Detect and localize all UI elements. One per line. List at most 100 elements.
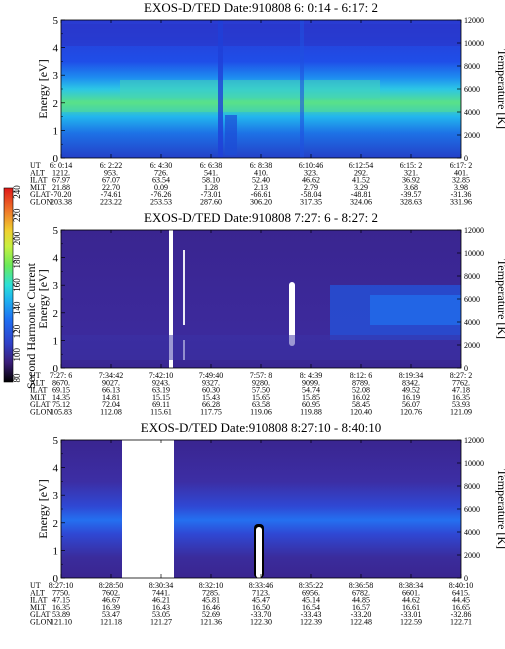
table-cell: 9243. xyxy=(152,378,170,387)
table-cell: 7441. xyxy=(152,588,170,597)
table-cell: 122.71 xyxy=(450,618,472,627)
table-cell: -33.20 xyxy=(351,610,372,619)
table-cell: 6:15: 2 xyxy=(400,161,422,170)
table-row-label: GLON xyxy=(30,408,52,417)
table-cell: 14.35 xyxy=(52,393,70,402)
table-cell: 45.81 xyxy=(202,596,220,605)
table-cell: -74.61 xyxy=(101,190,122,199)
table-cell: 15.65 xyxy=(252,393,270,402)
table-cell: 7750. xyxy=(52,588,70,597)
y-tick-label: 2 xyxy=(53,518,59,530)
y2-tick-label: 10000 xyxy=(464,459,484,468)
panel-title: EXOS-D/TED Date:910808 8:27:10 - 8:40:10 xyxy=(141,420,381,435)
y-tick-label: 4 xyxy=(53,253,59,265)
table-cell: 6601. xyxy=(402,588,420,597)
table-cell: -66.61 xyxy=(251,190,272,199)
table-cell: -33.43 xyxy=(301,610,322,619)
table-cell: 287.60 xyxy=(200,198,222,207)
panel-1: EXOS-D/TED Date:910808 6: 0:14 - 6:17: 2… xyxy=(30,0,505,207)
table-cell: 6:10:46 xyxy=(299,161,323,170)
y2-tick-label: 6000 xyxy=(464,295,480,304)
table-cell: 121.18 xyxy=(100,618,122,627)
colorbar-tick-label: 180 xyxy=(12,255,22,269)
table-cell: 7:57: 8 xyxy=(250,371,272,380)
y-tick-label: 0 xyxy=(53,573,59,585)
table-cell: 63.58 xyxy=(252,400,270,409)
table-cell: 7:42:10 xyxy=(149,371,173,380)
table-cell: 63.19 xyxy=(152,386,170,395)
table-cell: 292. xyxy=(354,168,368,177)
table-cell: 8342. xyxy=(402,378,420,387)
y-tick-label: 1 xyxy=(53,335,59,347)
table-row-label: GLAT xyxy=(30,610,51,619)
table-cell: 3.98 xyxy=(454,183,468,192)
table-cell: 9027. xyxy=(102,378,120,387)
table-cell: 67.07 xyxy=(102,176,120,185)
table-cell: 57.50 xyxy=(252,386,270,395)
table-cell: 6:17: 2 xyxy=(450,161,472,170)
colorbar-label: Second Harmonic Current xyxy=(24,262,38,389)
colorbar-tick-label: 160 xyxy=(12,278,22,292)
table-cell: 1.28 xyxy=(204,183,218,192)
panel-3: EXOS-D/TED Date:910808 8:27:10 - 8:40:10… xyxy=(30,420,505,627)
y-tick-label: 5 xyxy=(53,15,59,27)
panel3-spectrogram xyxy=(61,440,461,578)
colorbar-tick-label: 200 xyxy=(12,231,22,245)
table-row-label: ILAT xyxy=(30,176,47,185)
table-cell: 2.79 xyxy=(304,183,318,192)
table-cell: 2.13 xyxy=(254,183,268,192)
table-cell: 122.39 xyxy=(300,618,322,627)
table-cell: 53.47 xyxy=(102,610,120,619)
table-row-label: GLON xyxy=(30,618,52,627)
y2-tick-label: 8000 xyxy=(464,482,480,491)
table-cell: 119.06 xyxy=(250,408,272,417)
table-cell: 328.63 xyxy=(400,198,422,207)
table-cell: 7285. xyxy=(202,588,220,597)
table-cell: 6:12:54 xyxy=(349,161,373,170)
table-cell: 44.45 xyxy=(452,596,470,605)
y2-tick-label: 6000 xyxy=(464,85,480,94)
table-cell: 47.18 xyxy=(452,386,470,395)
table-cell: 105.83 xyxy=(50,408,72,417)
table-cell: 72.04 xyxy=(102,400,120,409)
table-cell: 7:27: 6 xyxy=(50,371,72,380)
table-cell: 541. xyxy=(204,168,218,177)
table-cell: 52.08 xyxy=(352,386,370,395)
table-cell: 121.10 xyxy=(50,618,72,627)
table-cell: 15.15 xyxy=(152,393,170,402)
table-cell: 69.11 xyxy=(152,400,170,409)
y2-tick-label: 0 xyxy=(464,574,468,583)
y-tick-label: 3 xyxy=(53,280,59,292)
table-cell: 69.15 xyxy=(52,386,70,395)
table-cell: 119.88 xyxy=(300,408,322,417)
table-cell: 122.30 xyxy=(250,618,272,627)
table-cell: 112.08 xyxy=(100,408,122,417)
table-cell: 121.36 xyxy=(200,618,222,627)
table-cell: 60.95 xyxy=(302,400,320,409)
table-cell: 6: 2:22 xyxy=(100,161,122,170)
table-cell: 324.06 xyxy=(350,198,372,207)
table-cell: 16.39 xyxy=(102,603,120,612)
table-cell: 203.38 xyxy=(50,198,72,207)
table-cell: 41.52 xyxy=(352,176,370,185)
table-cell: 8:28:50 xyxy=(99,581,123,590)
table-cell: 9099. xyxy=(302,378,320,387)
table-cell: 7762. xyxy=(452,378,470,387)
table-cell: 15.85 xyxy=(302,393,320,402)
table-cell: -33.01 xyxy=(401,610,422,619)
table-cell: 44.62 xyxy=(402,596,420,605)
table-cell: 52.40 xyxy=(252,176,270,185)
y2-tick-label: 4000 xyxy=(464,528,480,537)
y2-tick-label: 12000 xyxy=(464,16,484,25)
y-axis-label: Energy [eV] xyxy=(36,479,50,538)
table-cell: 6782. xyxy=(352,588,370,597)
table-cell: 46.21 xyxy=(152,596,170,605)
table-cell: 16.65 xyxy=(452,603,470,612)
table-cell: 67.97 xyxy=(52,176,70,185)
table-row-label: GLAT xyxy=(30,400,51,409)
table-cell: 14.81 xyxy=(102,393,120,402)
y2-axis-label: Temperature [K] xyxy=(495,259,505,339)
